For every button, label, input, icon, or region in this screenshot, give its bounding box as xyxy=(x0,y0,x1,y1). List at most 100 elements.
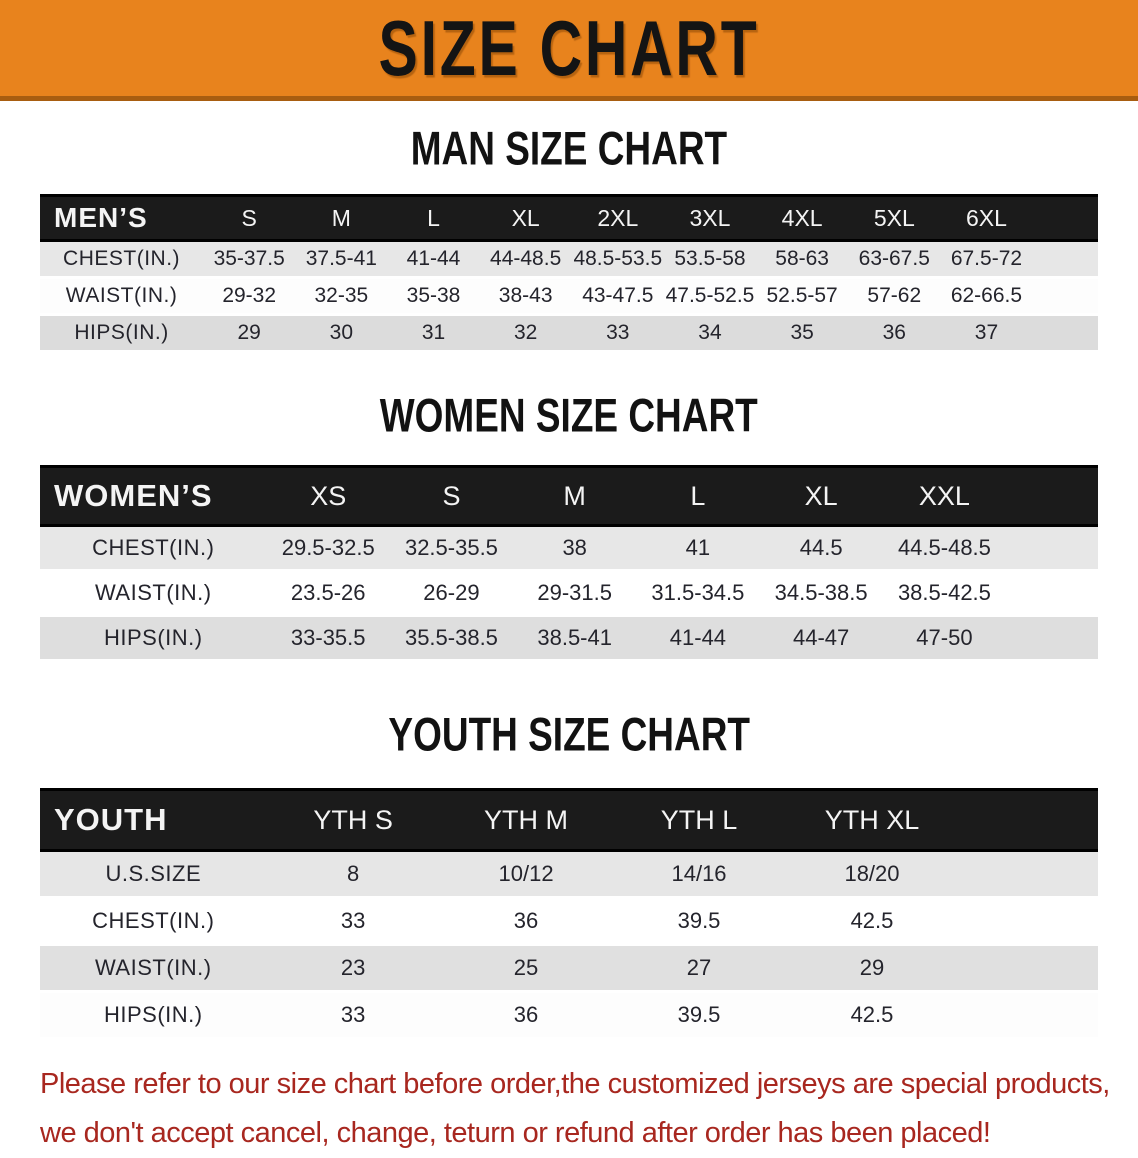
size-value: 26-29 xyxy=(389,570,514,617)
row-label: U.S.SIZE xyxy=(40,852,267,899)
size-value: 14/16 xyxy=(612,852,786,899)
size-value: 52.5-57 xyxy=(756,277,849,316)
size-value: 34.5-38.5 xyxy=(759,570,883,617)
size-value: 35.5-38.5 xyxy=(389,615,514,662)
row-label: CHEST(IN.) xyxy=(40,897,267,946)
size-value: 29.5-32.5 xyxy=(266,527,390,572)
size-value: 39.5 xyxy=(612,897,786,946)
size-value: 10/12 xyxy=(439,852,613,899)
size-value: 31.5-34.5 xyxy=(636,570,760,617)
size-column-header: S xyxy=(241,204,257,231)
size-value: 48.5-53.5 xyxy=(571,242,664,279)
size-value: 34 xyxy=(663,314,757,353)
row-label: HIPS(IN.) xyxy=(40,615,267,662)
row-label: WAIST(IN.) xyxy=(40,570,267,617)
spacer-cell xyxy=(1006,570,1098,617)
measurement-row: HIPS(IN.) 29 30 31 32 33 34 35 36 37 xyxy=(40,314,1098,353)
size-value: 32 xyxy=(479,314,572,353)
size-value: 41 xyxy=(636,527,760,572)
size-value: 30 xyxy=(295,314,388,353)
spacer-cell xyxy=(958,788,1098,852)
size-value: 23 xyxy=(266,944,440,993)
size-column-header: 6XL xyxy=(965,204,1007,231)
size-value: 37 xyxy=(940,314,1033,353)
measurement-row: CHEST(IN.) 33 36 39.5 42.5 xyxy=(40,897,1098,946)
size-column-header: M xyxy=(563,480,586,511)
row-label: HIPS(IN.) xyxy=(40,314,204,353)
size-column-header: XL xyxy=(804,480,838,511)
youth-table-header-row: YOUTH YTH S YTH M YTH L YTH XL xyxy=(40,788,1098,852)
youth-size-table: YOUTH YTH S YTH M YTH L YTH XL U.S.SIZE 8 10/1… xyxy=(40,788,1098,1040)
row-label: CHEST(IN.) xyxy=(40,527,267,572)
size-column-header: 2XL xyxy=(597,204,639,231)
row-label: CHEST(IN.) xyxy=(40,242,204,279)
youth-section-heading: YOUTH SIZE CHART xyxy=(0,708,1138,762)
size-value: 8 xyxy=(266,852,440,899)
size-value: 33-35.5 xyxy=(266,615,390,662)
spacer-cell xyxy=(958,991,1098,1040)
size-value: 41-44 xyxy=(636,615,760,662)
man-section-heading: MAN SIZE CHART xyxy=(0,122,1138,176)
spacer-cell xyxy=(1006,465,1098,527)
women-size-table: WOMEN’S XS S M L XL XXL CHEST(IN.) 29.5-32.5 32.… xyxy=(40,465,1098,662)
size-column-header: L xyxy=(427,204,440,231)
spacer-cell xyxy=(1032,277,1098,316)
size-column-header: YTH L xyxy=(660,804,738,835)
size-value: 29 xyxy=(203,314,296,353)
size-value: 29-31.5 xyxy=(513,570,637,617)
row-label: WAIST(IN.) xyxy=(40,944,267,993)
size-value: 42.5 xyxy=(785,991,959,1040)
disclaimer-text: Please refer to our size chart before or… xyxy=(40,1060,1138,1158)
size-value: 36 xyxy=(439,991,613,1040)
youth-section-heading-text: YOUTH SIZE CHART xyxy=(388,708,750,762)
size-value: 32.5-35.5 xyxy=(389,527,514,572)
measurement-row: HIPS(IN.) 33 36 39.5 42.5 xyxy=(40,991,1098,1040)
measurement-row: U.S.SIZE 8 10/12 14/16 18/20 xyxy=(40,852,1098,899)
size-value: 38.5-41 xyxy=(513,615,637,662)
size-value: 57-62 xyxy=(848,277,941,316)
row-label: HIPS(IN.) xyxy=(40,991,267,1040)
size-value: 29 xyxy=(785,944,959,993)
size-column-header: YTH XL xyxy=(824,804,920,835)
size-value: 27 xyxy=(612,944,786,993)
size-column-header: XL xyxy=(511,204,540,231)
size-value: 35-38 xyxy=(387,277,480,316)
measurement-row: WAIST(IN.) 29-32 32-35 35-38 38-43 43-47.5 47.… xyxy=(40,277,1098,316)
size-value: 36 xyxy=(848,314,941,353)
spacer-cell xyxy=(958,852,1098,899)
measurement-row: WAIST(IN.) 23 25 27 29 xyxy=(40,944,1098,993)
size-value: 41-44 xyxy=(387,242,480,279)
size-value: 18/20 xyxy=(785,852,959,899)
size-column-header: L xyxy=(690,480,706,511)
size-value: 38 xyxy=(513,527,637,572)
size-value: 47.5-52.5 xyxy=(663,277,757,316)
size-value: 36 xyxy=(439,897,613,946)
size-column-header: S xyxy=(442,480,461,511)
size-value: 33 xyxy=(266,897,440,946)
man-section-heading-text: MAN SIZE CHART xyxy=(410,122,728,176)
measurement-row: CHEST(IN.) 29.5-32.5 32.5-35.5 38 41 44.5 44.5… xyxy=(40,527,1098,572)
women-section-heading: WOMEN SIZE CHART xyxy=(0,391,1138,442)
size-value: 35 xyxy=(756,314,849,353)
size-value: 35-37.5 xyxy=(203,242,296,279)
table-title-cell: WOMEN’S xyxy=(54,478,213,513)
size-column-header: YTH S xyxy=(313,804,393,835)
spacer-cell xyxy=(1032,314,1098,353)
size-value: 33 xyxy=(266,991,440,1040)
table-title-cell: MEN’S xyxy=(54,202,148,233)
disclaimer-line-2: we don't accept cancel, change, teturn o… xyxy=(40,1117,991,1149)
size-column-header: M xyxy=(331,204,351,231)
size-value: 38.5-42.5 xyxy=(882,570,1007,617)
size-value: 31 xyxy=(387,314,480,353)
size-column-header: XXL xyxy=(918,480,970,511)
size-value: 38-43 xyxy=(479,277,572,316)
size-value: 63-67.5 xyxy=(848,242,941,279)
size-value: 44-47 xyxy=(759,615,883,662)
spacer-cell xyxy=(1032,242,1098,279)
measurement-row: CHEST(IN.) 35-37.5 37.5-41 41-44 44-48.5 48.5… xyxy=(40,242,1098,279)
size-chart-banner: SIZE CHART xyxy=(0,0,1138,101)
size-column-header: YTH M xyxy=(484,804,569,835)
size-value: 33 xyxy=(571,314,664,353)
measurement-row: WAIST(IN.) 23.5-26 26-29 29-31.5 31.5-34.5 34… xyxy=(40,570,1098,617)
row-label: WAIST(IN.) xyxy=(40,277,204,316)
